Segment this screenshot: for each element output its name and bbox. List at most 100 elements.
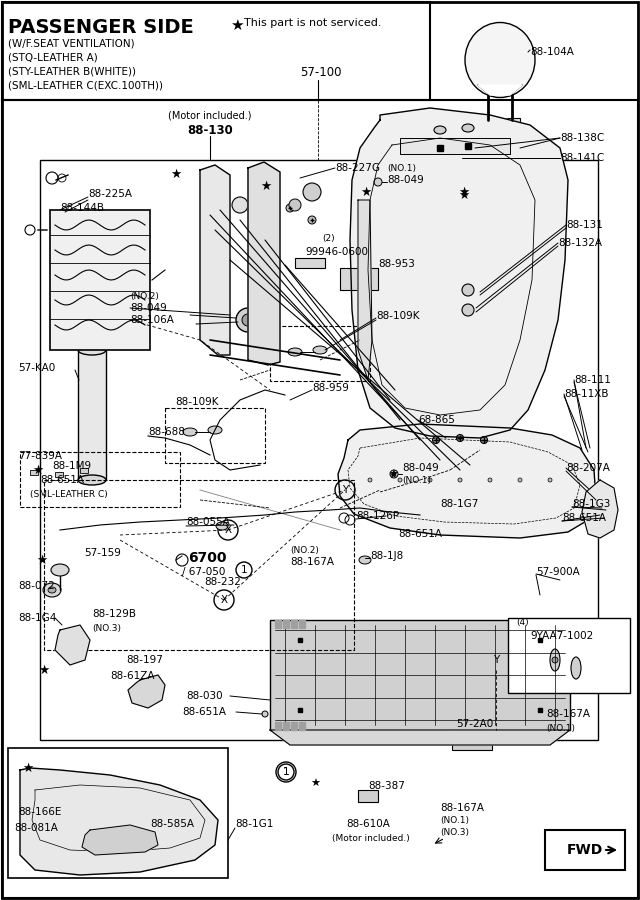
Ellipse shape (550, 649, 560, 671)
Ellipse shape (216, 522, 228, 530)
Text: 88-959: 88-959 (312, 383, 349, 393)
Bar (400, 138, 510, 154)
Text: ★: ★ (388, 470, 398, 480)
Text: ★: ★ (458, 185, 469, 199)
Polygon shape (270, 730, 570, 745)
Ellipse shape (236, 308, 260, 332)
Text: (2): (2) (322, 233, 335, 242)
Polygon shape (350, 108, 568, 438)
Ellipse shape (43, 583, 61, 597)
Polygon shape (275, 722, 281, 730)
Polygon shape (478, 85, 522, 95)
Bar (2, 100, 638, 898)
Text: 88-104A: 88-104A (530, 47, 574, 57)
Bar (270, 620, 570, 730)
Text: 88-126P: 88-126P (356, 511, 399, 521)
Text: 88-1M9: 88-1M9 (52, 461, 91, 471)
Text: 57-KA0: 57-KA0 (18, 363, 55, 373)
Text: 88-167A: 88-167A (290, 557, 334, 567)
Text: 88-030: 88-030 (186, 691, 223, 701)
Bar (8, 748, 228, 878)
Text: 1: 1 (241, 565, 247, 575)
Ellipse shape (288, 348, 302, 356)
Polygon shape (299, 722, 305, 730)
Bar (270, 326, 370, 381)
Ellipse shape (46, 810, 54, 820)
Ellipse shape (48, 587, 56, 593)
Ellipse shape (433, 436, 440, 444)
Text: (Motor included.): (Motor included.) (168, 111, 252, 121)
Text: 88-207A: 88-207A (566, 463, 610, 473)
Ellipse shape (458, 478, 462, 482)
Ellipse shape (251, 216, 279, 244)
Bar (506, 118, 520, 128)
Bar (545, 830, 625, 870)
Bar (340, 268, 378, 290)
Polygon shape (283, 620, 289, 628)
Text: 88-166E: 88-166E (18, 807, 61, 817)
Text: 88-167A: 88-167A (546, 709, 590, 719)
Text: (W/F.SEAT VENTILATION): (W/F.SEAT VENTILATION) (8, 38, 134, 48)
Text: ★: ★ (388, 470, 397, 480)
Text: 88-055A: 88-055A (186, 517, 230, 527)
Text: (Motor included.): (Motor included.) (332, 833, 410, 842)
Ellipse shape (515, 660, 545, 690)
Ellipse shape (488, 478, 492, 482)
Text: 88-61ZA: 88-61ZA (110, 671, 154, 681)
Ellipse shape (242, 314, 254, 326)
Polygon shape (20, 768, 218, 875)
Bar (55, 472, 63, 477)
Ellipse shape (462, 284, 474, 296)
Polygon shape (299, 620, 305, 628)
Text: Y: Y (342, 485, 348, 495)
Text: 88-651A: 88-651A (398, 529, 442, 539)
Text: 88-387: 88-387 (368, 781, 405, 791)
Text: 1: 1 (283, 767, 289, 777)
Polygon shape (291, 722, 297, 730)
Text: (NO.1): (NO.1) (440, 815, 469, 824)
Text: 88-081A: 88-081A (14, 823, 58, 833)
Text: (STY-LEATHER B(WHITE)): (STY-LEATHER B(WHITE)) (8, 66, 136, 76)
Text: 88-651A: 88-651A (40, 475, 84, 485)
Bar (2, 2, 430, 100)
Bar (20, 452, 180, 507)
Text: 68-865: 68-865 (418, 415, 455, 425)
Text: (NO.2): (NO.2) (290, 545, 319, 554)
Text: ★: ★ (360, 185, 371, 199)
Bar (50, 210, 150, 350)
Text: 77-839A: 77-839A (18, 451, 62, 461)
Text: 88-585A: 88-585A (150, 819, 194, 829)
Text: 88-167A: 88-167A (440, 803, 484, 813)
Ellipse shape (462, 304, 474, 316)
Text: 88-651A: 88-651A (562, 513, 606, 523)
Ellipse shape (434, 126, 446, 134)
Text: 88-197: 88-197 (126, 655, 163, 665)
Text: 88-109K: 88-109K (175, 397, 218, 407)
Text: 88-11XB: 88-11XB (564, 389, 609, 399)
Ellipse shape (398, 478, 402, 482)
Text: 88-131: 88-131 (566, 220, 603, 230)
Text: (STQ-LEATHER A): (STQ-LEATHER A) (8, 52, 98, 62)
Text: ★: ★ (458, 188, 469, 202)
Text: 88-141C: 88-141C (560, 153, 604, 163)
Ellipse shape (258, 223, 272, 237)
Ellipse shape (183, 428, 197, 436)
Ellipse shape (78, 345, 106, 355)
Polygon shape (582, 480, 618, 538)
Bar (44, 480, 354, 650)
Text: (NO.3): (NO.3) (92, 624, 121, 633)
Text: 88-1G1: 88-1G1 (235, 819, 273, 829)
Text: 88-688: 88-688 (148, 427, 185, 437)
Bar (30, 470, 38, 475)
Ellipse shape (548, 478, 552, 482)
Text: PASSENGER SIDE: PASSENGER SIDE (8, 18, 194, 37)
Ellipse shape (523, 668, 537, 682)
Polygon shape (55, 625, 90, 665)
Text: ★: ★ (22, 761, 33, 775)
Text: 57-2A0: 57-2A0 (456, 719, 493, 729)
Ellipse shape (171, 805, 179, 815)
Text: 57-159: 57-159 (84, 548, 121, 558)
Polygon shape (248, 162, 280, 365)
Text: 88-049: 88-049 (130, 303, 167, 313)
Text: 88-227G: 88-227G (335, 163, 380, 173)
